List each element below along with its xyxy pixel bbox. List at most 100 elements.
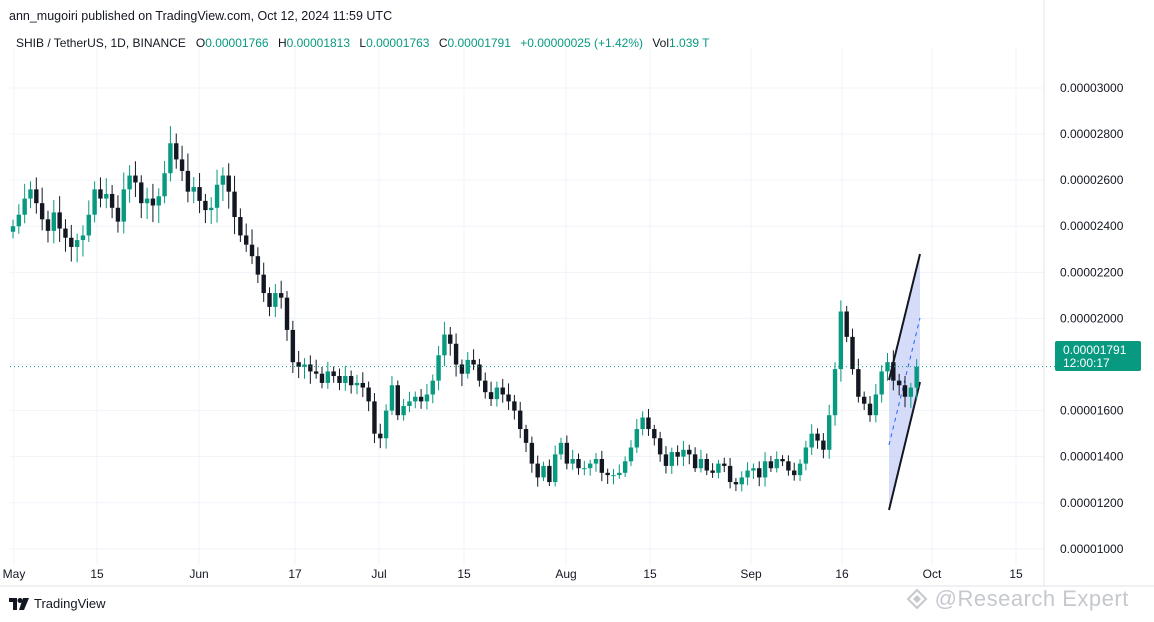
candle-body xyxy=(430,380,435,395)
price-axis[interactable]: 0.00001000 0.00001200 0.00001400 0.00001600… xyxy=(1043,0,1124,586)
candle-body xyxy=(331,371,336,377)
candle-body xyxy=(873,394,879,416)
candle-body xyxy=(891,362,896,381)
candle-body xyxy=(885,362,890,372)
candle-body xyxy=(278,293,284,298)
candle-body xyxy=(541,465,546,478)
symbol-name[interactable]: SHIB / TetherUS, 1D, BINANCE xyxy=(16,36,186,50)
brand-text: TradingView xyxy=(34,596,106,611)
candle-body xyxy=(255,256,261,275)
candle-body xyxy=(337,376,342,383)
candle-body xyxy=(214,184,220,208)
candle-body xyxy=(343,376,348,383)
candle-body xyxy=(809,433,814,448)
candle-body xyxy=(768,461,774,469)
candle-body xyxy=(576,458,581,469)
open-label: O xyxy=(195,36,206,50)
candle-body xyxy=(232,191,237,218)
candle-body xyxy=(424,394,430,402)
candle-body xyxy=(127,175,132,190)
candle-body xyxy=(267,293,272,307)
x-tick-label: 15 xyxy=(643,567,657,581)
candle-body xyxy=(168,143,173,174)
candle-body xyxy=(640,417,645,430)
candle-body xyxy=(413,396,418,402)
chart-grid xyxy=(10,48,1044,565)
candle-body xyxy=(745,470,750,478)
candle-body xyxy=(646,417,651,430)
candle-body xyxy=(896,380,902,386)
candle-body xyxy=(319,373,325,383)
candle-body xyxy=(389,385,395,411)
tradingview-brand[interactable]: TradingView xyxy=(9,596,106,611)
candle-body xyxy=(74,240,80,247)
y-tick-label: 0.00001600 xyxy=(1060,404,1124,418)
candle-body xyxy=(657,438,663,455)
candle-body xyxy=(622,461,628,473)
candle-body xyxy=(115,207,121,222)
candle-body xyxy=(552,454,558,483)
candle-body xyxy=(821,440,826,450)
candle-body xyxy=(564,442,570,464)
candle-body xyxy=(366,387,371,402)
volume-value: 1.039 T xyxy=(669,36,710,50)
y-tick-label: 0.00001400 xyxy=(1060,450,1124,464)
candle-body xyxy=(51,212,57,231)
candle-body xyxy=(401,405,406,416)
candle-body xyxy=(663,454,669,466)
candle-body xyxy=(710,470,715,473)
candle-body xyxy=(477,364,482,381)
candle-body xyxy=(395,385,400,416)
y-tick-label: 0.00001000 xyxy=(1060,542,1124,556)
candle-body xyxy=(518,410,523,430)
candle-body xyxy=(570,458,575,464)
candle-body xyxy=(471,359,476,365)
candle-body xyxy=(354,382,360,386)
candle-body xyxy=(28,189,33,199)
channel-upper-line[interactable] xyxy=(888,253,921,381)
candle-body xyxy=(69,237,74,247)
candle-body xyxy=(179,159,185,171)
candle-body xyxy=(98,189,103,199)
channel-lower-line[interactable] xyxy=(888,381,921,511)
candle-body xyxy=(547,465,552,483)
candle-body xyxy=(587,463,593,469)
candle-body xyxy=(605,472,610,476)
candle-body xyxy=(80,235,86,241)
price-tag-countdown: 12:00:17 xyxy=(1063,356,1110,370)
candle-body xyxy=(739,477,744,485)
tradingview-logo-icon xyxy=(9,597,29,610)
y-tick-label: 0.00003000 xyxy=(1060,81,1124,95)
candle-body xyxy=(185,170,191,192)
candle-body xyxy=(722,463,727,466)
candle-body xyxy=(727,465,733,483)
x-tick-label: Sep xyxy=(740,567,762,581)
candle-body xyxy=(523,429,529,443)
candle-body xyxy=(209,207,214,211)
candle-body xyxy=(774,458,779,469)
candle-body xyxy=(156,196,161,206)
x-tick-label: 15 xyxy=(90,567,104,581)
candle-body xyxy=(238,217,243,236)
candle-body xyxy=(751,468,756,471)
candle-body xyxy=(856,369,861,397)
candle-body xyxy=(109,193,115,208)
candle-body xyxy=(378,433,383,439)
x-tick-label: Aug xyxy=(555,567,576,581)
candle-body xyxy=(716,463,721,473)
candle-body xyxy=(162,173,167,197)
candle-body xyxy=(797,463,803,476)
candle-body xyxy=(681,449,686,457)
candle-body xyxy=(45,219,51,231)
time-axis[interactable]: May 15 Jun 17 Jul 15 Aug 15 Sep 16 Oct 15 xyxy=(0,567,1154,587)
candle-body xyxy=(436,355,441,381)
candle-body xyxy=(786,461,791,471)
candle-body xyxy=(92,189,97,215)
candle-body xyxy=(692,454,698,469)
low-value: 0.00001763 xyxy=(366,36,430,50)
candle-body xyxy=(372,401,377,434)
candle-body xyxy=(139,182,144,204)
candle-body xyxy=(634,429,640,448)
candle-body xyxy=(850,336,855,370)
